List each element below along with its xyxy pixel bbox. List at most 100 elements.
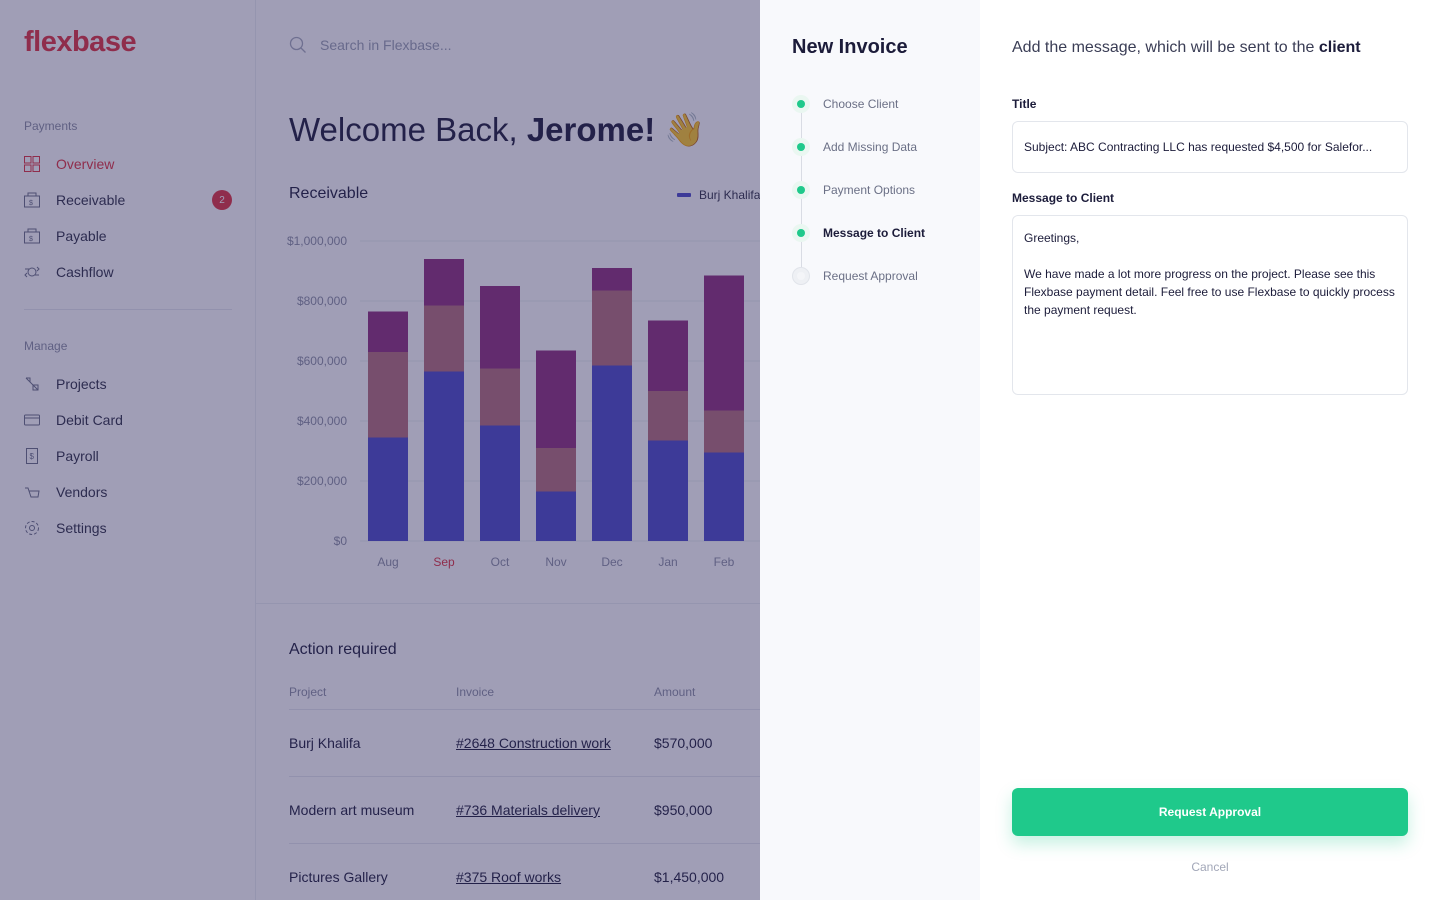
bar-segment-oct-1[interactable] [480, 368, 520, 426]
form-heading: Add the message, which will be sent to t… [1012, 39, 1361, 57]
search-bar[interactable]: Search in Flexbase... [289, 36, 452, 54]
bar-segment-aug-0[interactable] [368, 437, 408, 542]
title-field[interactable] [1012, 121, 1408, 173]
section-divider [256, 603, 776, 604]
x-tick-label: Dec [601, 555, 622, 569]
column-header-amount: Amount [654, 685, 696, 699]
x-tick-label: Feb [714, 555, 735, 569]
action-required-title: Action required [289, 641, 397, 658]
legend-label: Burj Khalifa [699, 188, 761, 202]
cashflow-icon [24, 266, 40, 278]
bar-segment-nov-0[interactable] [536, 491, 576, 542]
user-name: Jerome! [526, 111, 656, 148]
column-header-invoice: Invoice [456, 685, 495, 699]
x-tick-label: Nov [545, 555, 566, 569]
sidebar-item-label: Vendors [56, 484, 108, 500]
bar-segment-dec-0[interactable] [592, 365, 632, 542]
step-payment-options[interactable]: Payment Options [792, 180, 915, 200]
step-label: Choose Client [823, 97, 899, 111]
invoice-steps-panel: New Invoice Choose Client Add Missing Da… [760, 0, 980, 900]
sidebar-item-overview[interactable]: Overview [24, 152, 232, 176]
legend-swatch [677, 193, 691, 197]
step-request-approval[interactable]: Request Approval [792, 266, 918, 286]
row-project: Modern art museum [289, 802, 415, 818]
receivable-count-badge: 2 [212, 190, 232, 210]
y-tick-label: $1,000,000 [287, 234, 347, 248]
step-done-indicator [792, 95, 810, 113]
projects-icon [25, 377, 39, 391]
sidebar-item-settings[interactable]: Settings [24, 516, 232, 540]
step-add-missing-data[interactable]: Add Missing Data [792, 137, 917, 157]
form-heading-text: Add the message, which will be sent to t… [1012, 39, 1315, 56]
bar-segment-jan-1[interactable] [648, 391, 688, 441]
sidebar-item-debit-card[interactable]: Debit Card [24, 408, 232, 432]
bar-segment-feb-1[interactable] [704, 410, 744, 453]
sidebar-item-label: Debit Card [56, 412, 123, 428]
step-done-indicator [792, 181, 810, 199]
sidebar-item-label: Cashflow [56, 264, 114, 280]
sidebar-item-payroll[interactable]: $ Payroll [24, 444, 232, 468]
flexbase-logo[interactable]: flexbase [24, 26, 137, 58]
request-approval-button[interactable]: Request Approval [1012, 788, 1408, 836]
bar-segment-dec-1[interactable] [592, 290, 632, 366]
payable-icon: $ [24, 228, 40, 244]
table-divider [289, 776, 769, 777]
wave-emoji: 👋 [664, 111, 706, 148]
bar-segment-feb-2[interactable] [704, 275, 744, 411]
bar-segment-jan-0[interactable] [648, 440, 688, 542]
row-invoice-link[interactable]: #736 Materials delivery [456, 802, 600, 818]
sidebar-item-receivable[interactable]: $ Receivable 2 [24, 188, 232, 212]
row-invoice-link[interactable]: #2648 Construction work [456, 735, 611, 751]
card-icon [24, 414, 40, 426]
row-invoice-link[interactable]: #375 Roof works [456, 869, 562, 885]
x-tick-label: Jan [658, 555, 677, 569]
step-message-to-client[interactable]: Message to Client [792, 223, 925, 243]
row-amount: $1,450,000 [654, 869, 725, 885]
bar-segment-oct-0[interactable] [480, 425, 520, 542]
payroll-icon: $ [26, 448, 38, 464]
bar-segment-aug-2[interactable] [368, 311, 408, 353]
sidebar-item-label: Overview [56, 156, 115, 172]
x-tick-label: Sep [433, 555, 455, 569]
sidebar-item-payable[interactable]: $ Payable [24, 224, 232, 248]
form-heading-emphasis: client [1318, 39, 1361, 56]
title-field-label: Title [1012, 97, 1037, 111]
bar-segment-jan-2[interactable] [648, 320, 688, 392]
welcome-prefix: Welcome Back, [289, 111, 518, 148]
modal-backdrop[interactable] [0, 0, 760, 900]
svg-text:$: $ [30, 452, 35, 461]
search-input[interactable]: Search in Flexbase... [320, 37, 452, 53]
payments-section-heading: Payments [24, 119, 78, 133]
step-label: Payment Options [823, 183, 916, 197]
cancel-button[interactable]: Cancel [1191, 860, 1229, 874]
sidebar-item-cashflow[interactable]: Cashflow [24, 260, 232, 284]
welcome-heading: Welcome Back, Jerome! 👋 [289, 111, 705, 150]
bar-segment-sep-0[interactable] [424, 371, 464, 542]
receivable-icon: $ [24, 192, 40, 208]
y-tick-label: $400,000 [297, 414, 347, 428]
bar-segment-oct-2[interactable] [480, 286, 520, 369]
message-field[interactable]: Greetings, We have made a lot more progr… [1012, 215, 1408, 395]
sidebar-item-label: Settings [56, 520, 107, 536]
gear-icon [25, 521, 39, 535]
sidebar-item-projects[interactable]: Projects [24, 372, 232, 396]
bar-segment-sep-1[interactable] [424, 305, 464, 372]
x-tick-label: Oct [491, 555, 510, 569]
y-tick-label: $0 [334, 534, 348, 548]
bar-segment-nov-1[interactable] [536, 448, 576, 492]
receivable-chart-title: Receivable [289, 185, 369, 202]
bar-segment-dec-2[interactable] [592, 268, 632, 291]
x-tick-label: Aug [377, 555, 398, 569]
bar-segment-nov-2[interactable] [536, 350, 576, 449]
step-done-indicator [792, 138, 810, 156]
bar-segment-aug-1[interactable] [368, 352, 408, 438]
bar-segment-sep-2[interactable] [424, 259, 464, 306]
search-icon [289, 36, 306, 53]
sidebar-item-label: Payroll [56, 448, 99, 464]
step-choose-client[interactable]: Choose Client [792, 94, 898, 114]
sidebar-item-vendors[interactable]: Vendors [24, 480, 232, 504]
modal-title: New Invoice [792, 36, 908, 58]
bar-segment-feb-0[interactable] [704, 452, 744, 542]
message-field-label: Message to Client [1012, 191, 1115, 205]
invoice-message-form: Add the message, which will be sent to t… [980, 0, 1440, 900]
